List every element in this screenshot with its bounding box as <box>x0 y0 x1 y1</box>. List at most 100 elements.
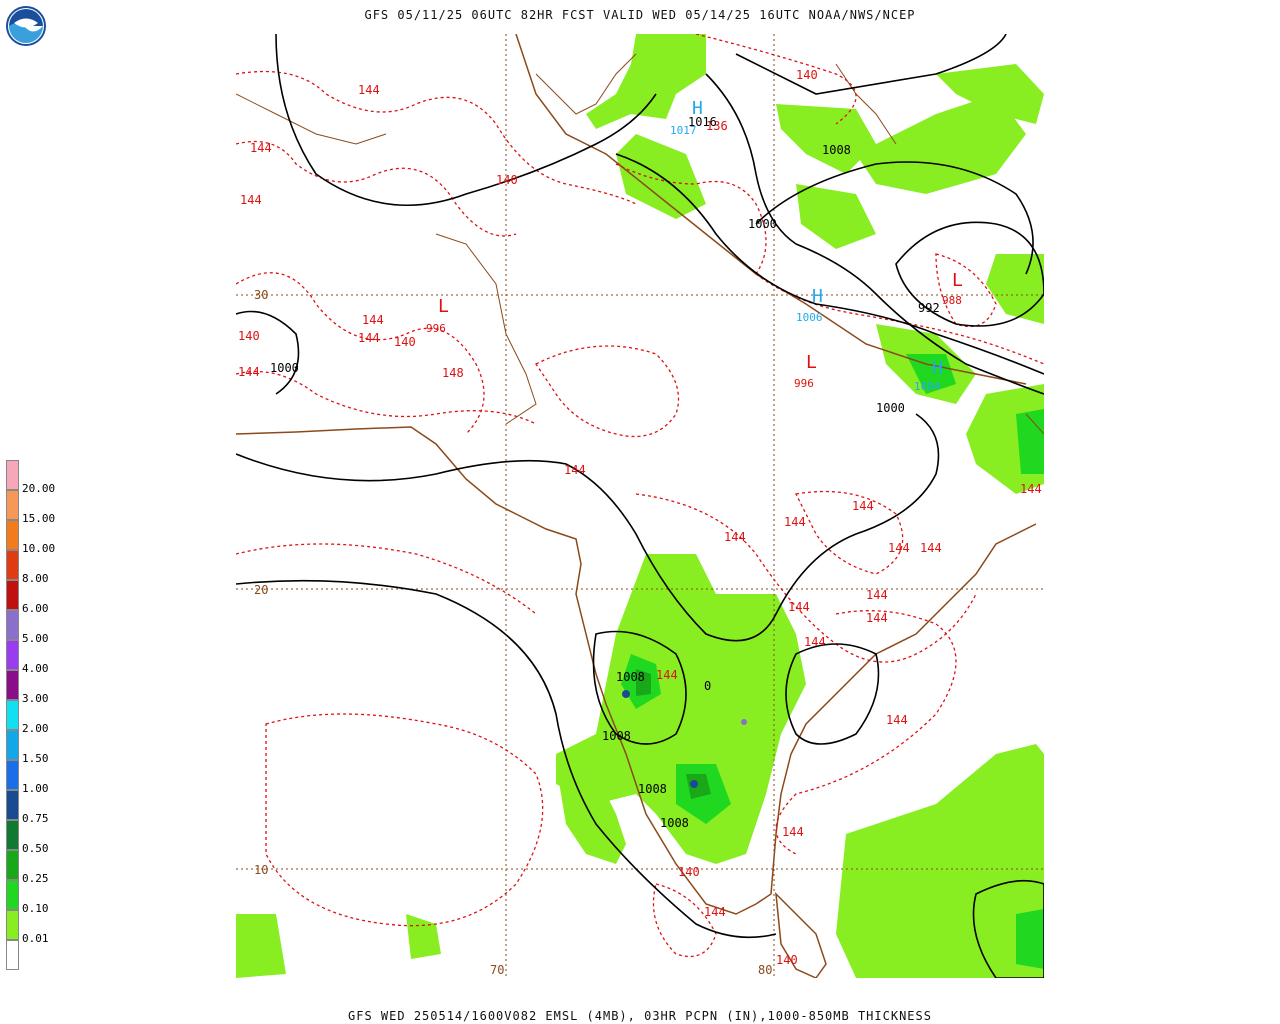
svg-text:30: 30 <box>254 288 268 302</box>
legend-swatch <box>6 790 19 820</box>
svg-text:144: 144 <box>886 713 908 727</box>
coastlines-and-borders <box>236 34 1044 978</box>
pressure-contours <box>236 34 1044 978</box>
svg-text:140: 140 <box>394 335 416 349</box>
svg-text:1000: 1000 <box>748 217 777 231</box>
legend-swatch <box>6 700 19 730</box>
svg-text:136: 136 <box>706 119 728 133</box>
svg-text:144: 144 <box>784 515 806 529</box>
svg-text:144: 144 <box>240 193 262 207</box>
svg-text:144: 144 <box>358 331 380 345</box>
legend-label: 3.00 <box>22 692 49 705</box>
legend-swatch <box>6 640 19 670</box>
lat-labels: 30 20 10 <box>254 288 268 877</box>
svg-text:1008: 1008 <box>660 816 689 830</box>
legend-swatch <box>6 850 19 880</box>
lon-labels: 70 80 <box>490 963 772 977</box>
svg-text:144: 144 <box>362 313 384 327</box>
svg-text:996: 996 <box>426 322 446 335</box>
legend-swatch-top <box>6 460 19 490</box>
legend-swatch <box>6 550 19 580</box>
legend-label: 0.01 <box>22 932 49 945</box>
svg-text:1008: 1008 <box>822 143 851 157</box>
svg-text:140: 140 <box>496 173 518 187</box>
svg-text:0: 0 <box>704 679 711 693</box>
svg-text:144: 144 <box>866 588 888 602</box>
low-center: L 988 <box>942 270 963 307</box>
pressure-labels: 1016 1008 1000 992 1008 1008 1008 1008 1… <box>270 115 940 830</box>
legend-label: 1.00 <box>22 782 49 795</box>
svg-text:144: 144 <box>724 530 746 544</box>
chart-title: GFS 05/11/25 06UTC 82HR FCST VALID WED 0… <box>364 8 916 22</box>
svg-text:H: H <box>692 98 703 119</box>
legend-label: 0.25 <box>22 872 49 885</box>
legend-swatch <box>6 760 19 790</box>
svg-text:144: 144 <box>564 463 586 477</box>
legend-label: 0.75 <box>22 812 49 825</box>
legend-label: 1.50 <box>22 752 49 765</box>
svg-text:996: 996 <box>794 377 814 390</box>
svg-text:988: 988 <box>942 294 962 307</box>
svg-text:144: 144 <box>782 825 804 839</box>
legend-swatch <box>6 730 19 760</box>
svg-text:H: H <box>812 286 823 307</box>
pressure-centers: H 1017 H 1006 H 1004 L 988 L 996 L 996 <box>426 98 963 393</box>
svg-text:144: 144 <box>704 905 726 919</box>
svg-text:L: L <box>952 270 963 291</box>
high-center: H 1006 <box>796 286 823 324</box>
svg-text:80: 80 <box>758 963 772 977</box>
legend-label: 0.50 <box>22 842 49 855</box>
high-center: H 1004 <box>914 358 943 393</box>
svg-text:20: 20 <box>254 583 268 597</box>
svg-text:10: 10 <box>254 863 268 877</box>
svg-text:1008: 1008 <box>602 729 631 743</box>
svg-text:144: 144 <box>804 635 826 649</box>
svg-text:140: 140 <box>796 68 818 82</box>
svg-text:144: 144 <box>358 83 380 97</box>
svg-text:144: 144 <box>920 541 942 555</box>
svg-text:L: L <box>806 352 817 373</box>
svg-text:70: 70 <box>490 963 504 977</box>
svg-text:140: 140 <box>238 329 260 343</box>
svg-text:140: 140 <box>678 865 700 879</box>
legend-label: 6.00 <box>22 602 49 615</box>
legend-label: 8.00 <box>22 572 49 585</box>
chart-subtitle: GFS WED 250514/1600V082 EMSL (4MB), 03HR… <box>348 1009 932 1023</box>
svg-text:144: 144 <box>788 600 810 614</box>
low-center: L 996 <box>794 352 817 390</box>
legend-label: 0.10 <box>22 902 49 915</box>
svg-text:1008: 1008 <box>638 782 667 796</box>
high-center: H 1017 <box>670 98 703 137</box>
svg-text:144: 144 <box>656 668 678 682</box>
svg-text:992: 992 <box>918 301 940 315</box>
svg-text:144: 144 <box>866 611 888 625</box>
legend-label: 5.00 <box>22 632 49 645</box>
svg-text:144: 144 <box>1020 482 1042 496</box>
noaa-logo <box>6 6 46 46</box>
svg-text:144: 144 <box>250 141 272 155</box>
svg-text:1017: 1017 <box>670 124 697 137</box>
svg-text:144: 144 <box>852 499 874 513</box>
svg-text:144: 144 <box>238 365 260 379</box>
svg-text:1016: 1016 <box>688 115 717 129</box>
legend-label: 10.00 <box>22 542 56 555</box>
legend-label: 4.00 <box>22 662 49 675</box>
legend-swatch <box>6 520 19 550</box>
legend-swatch <box>6 610 19 640</box>
svg-text:148: 148 <box>442 366 464 380</box>
svg-text:1006: 1006 <box>796 311 823 324</box>
svg-text:1000: 1000 <box>876 401 905 415</box>
svg-text:1004: 1004 <box>914 380 941 393</box>
forecast-map: 30 20 10 70 80 1016 1008 1000 992 1008 1… <box>236 34 1044 978</box>
legend-label: 2.00 <box>22 722 49 735</box>
legend-swatch <box>6 880 19 910</box>
precip-areas <box>236 34 1044 978</box>
svg-text:1000: 1000 <box>270 361 299 375</box>
svg-text:L: L <box>438 296 449 317</box>
svg-text:144: 144 <box>888 541 910 555</box>
svg-text:H: H <box>932 358 943 379</box>
legend-label: 15.00 <box>22 512 56 525</box>
svg-text:1008: 1008 <box>616 670 645 684</box>
legend-swatch <box>6 670 19 700</box>
legend-swatch <box>6 490 19 520</box>
